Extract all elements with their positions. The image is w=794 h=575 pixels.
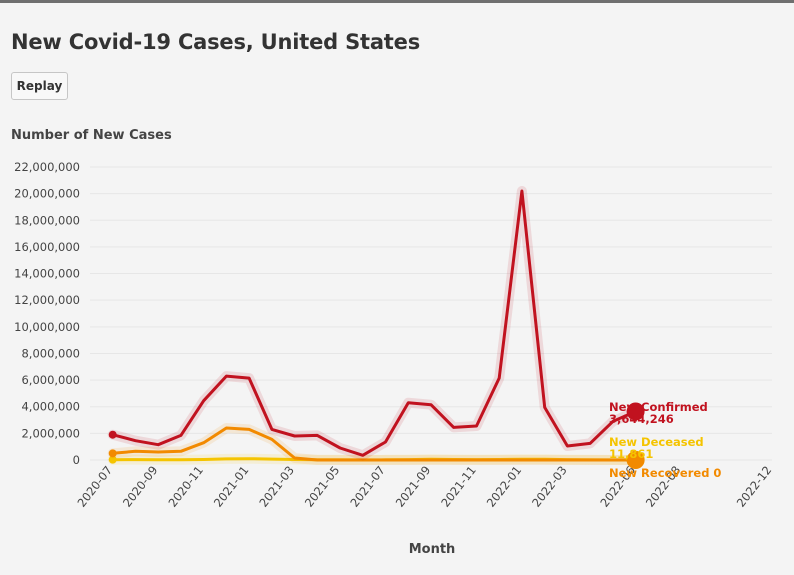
series-end-label: New Deceased [609, 435, 704, 449]
y-tick-label: 16,000,000 [14, 240, 80, 254]
page-title: New Covid-19 Cases, United States [11, 30, 420, 54]
series-end-dot [626, 402, 645, 421]
x-tick-label: 2022-03 [529, 463, 570, 509]
y-tick-label: 12,000,000 [14, 293, 80, 307]
x-tick-label: 2021-11 [438, 463, 479, 509]
y-axis-title: Number of New Cases [11, 128, 172, 143]
y-tick-label: 8,000,000 [21, 346, 80, 360]
y-tick-label: 10,000,000 [14, 320, 80, 334]
y-tick-label: 2,000,000 [21, 426, 80, 440]
x-tick-label: 2022-12 [734, 463, 775, 509]
x-tick-label: 2020-09 [120, 463, 161, 509]
top-bar [0, 0, 794, 3]
replay-button[interactable]: Replay [11, 72, 68, 100]
series-line [111, 426, 638, 462]
series-end-label: New Recovered 0 [609, 466, 721, 480]
x-tick-label: 2020-07 [74, 463, 115, 509]
series-start-dot [108, 449, 117, 458]
x-tick-label: 2020-11 [165, 463, 206, 509]
series-end-label: 3,644,246 [609, 412, 674, 426]
x-tick-label: 2021-03 [256, 463, 297, 509]
series-line [111, 189, 638, 457]
x-axis-title: Month [409, 542, 456, 557]
x-tick-label: 2021-07 [347, 463, 388, 509]
y-tick-label: 4,000,000 [21, 400, 80, 414]
x-tick-label: 2021-01 [211, 463, 252, 509]
y-tick-label: 0 [73, 453, 80, 467]
y-tick-label: 14,000,000 [14, 267, 80, 281]
y-tick-label: 22,000,000 [14, 160, 80, 174]
y-tick-label: 6,000,000 [21, 373, 80, 387]
series-start-dot [108, 430, 117, 439]
series-lines [107, 186, 645, 469]
series-end-label: 11,861 [609, 447, 653, 461]
x-tick-label: 2022-01 [484, 463, 525, 509]
y-tick-label: 18,000,000 [14, 213, 80, 227]
series-start-dot [108, 455, 117, 464]
series-halo [107, 186, 641, 461]
y-axis: 0 2,000,000 4,000,000 6,000,000 8,000,000 10,… [14, 160, 80, 467]
x-tick-label: 2021-05 [302, 463, 343, 509]
y-tick-label: 20,000,000 [14, 187, 80, 201]
x-tick-label: 2021-09 [393, 463, 434, 509]
series-end-dot [626, 451, 645, 469]
series-end-label: New Confirmed [609, 400, 708, 414]
